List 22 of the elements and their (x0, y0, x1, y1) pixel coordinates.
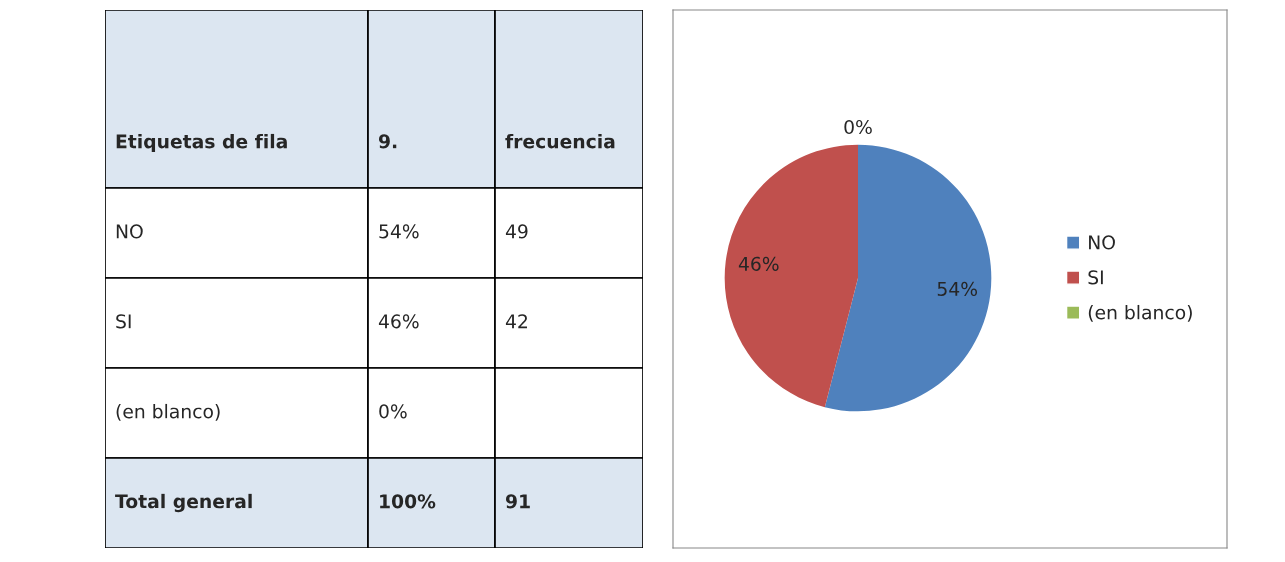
text: SI (116, 314, 131, 329)
text: 46% (378, 314, 419, 329)
legend-label: (en blanco) (1088, 304, 1192, 322)
data-label: 54% (937, 281, 978, 296)
text: NO (116, 224, 143, 239)
text: 42 (505, 314, 527, 329)
text: 0% (379, 404, 407, 419)
pie-slice (824, 144, 992, 412)
text: (en blanco) (116, 403, 220, 421)
text: 0% (844, 119, 872, 135)
data-label: 46% (738, 256, 779, 271)
text: Total general (115, 493, 252, 513)
text: 91 (505, 494, 530, 509)
text: frecuencia (505, 133, 615, 149)
pie-slice (724, 144, 858, 408)
legend-label: SI (1088, 270, 1103, 285)
legend-label: NO (1089, 235, 1115, 250)
text: 9. (378, 134, 397, 149)
text: Etiquetas de fila (116, 133, 287, 153)
text: 54% (379, 224, 419, 239)
text: 100% (380, 494, 436, 509)
text: 49 (505, 224, 528, 239)
